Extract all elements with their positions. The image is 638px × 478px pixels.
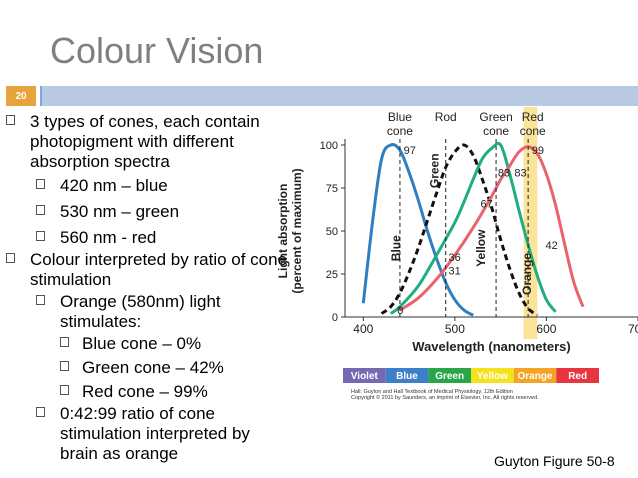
bullet-marker-icon	[60, 337, 70, 347]
spectrum-label: Violet	[351, 371, 379, 382]
spectrum-segment	[471, 368, 514, 383]
y-tick-label: 50	[326, 226, 338, 238]
spectrum-label: Red	[568, 371, 587, 382]
bullet-marker-icon	[36, 295, 46, 305]
bullet-item: 560 nm - red	[36, 228, 286, 248]
bullet-marker-icon	[36, 179, 46, 189]
data-value-label: 31	[448, 266, 460, 278]
x-axis-label: Wavelength (nanometers)	[412, 339, 570, 354]
y-axis-label-units: (percent of maximum)	[290, 168, 304, 293]
rotated-band-label: Green	[427, 153, 441, 188]
bullet-text: Colour interpreted by ratio of cone stim…	[30, 250, 288, 289]
y-tick-label: 0	[332, 312, 338, 324]
bullet-marker-icon	[36, 205, 46, 215]
data-value-label: 99	[532, 145, 544, 157]
series-curve-green-cone	[389, 141, 557, 315]
series-curve-blue-cone	[361, 143, 474, 317]
curve-title-label: Rod	[435, 110, 457, 124]
bullet-item: 3 types of cones, each contain photopigm…	[6, 112, 296, 172]
bullet-text: Red cone – 99%	[82, 382, 208, 401]
bullet-item: 0:42:99 ratio of cone stimulation interp…	[36, 404, 286, 464]
y-tick-label: 25	[326, 269, 338, 281]
slide-number: 20	[6, 86, 36, 106]
curve-title-label: cone	[520, 124, 546, 138]
credit-line: Copyright © 2011 by Saunders, an imprint…	[351, 394, 539, 400]
credit-line: Hall: Guyton and Hall Textbook of Medica…	[351, 389, 513, 395]
curve-title-label: Blue	[388, 110, 412, 124]
bullet-item: Green cone – 42%	[60, 358, 290, 378]
bullet-text: Blue cone – 0%	[82, 334, 202, 353]
bullet-marker-icon	[6, 253, 16, 263]
bullet-item: 530 nm – green	[36, 202, 286, 222]
bullet-marker-icon	[6, 115, 16, 125]
x-tick-label: 400	[353, 322, 373, 336]
x-tick-label: 600	[536, 322, 556, 336]
bullet-text: 420 nm – blue	[60, 176, 168, 195]
spectrum-label: Green	[435, 371, 464, 382]
rotated-band-label: Blue	[389, 235, 403, 261]
y-tick-label: 75	[326, 183, 338, 195]
orange-highlight-band	[523, 107, 538, 339]
absorption-chart: 0 25 50 75 100 400 500 600 700 Wavelength (nanome…	[276, 107, 638, 400]
y-axis-label: Light absorption	[276, 184, 290, 279]
bullet-marker-icon	[36, 407, 46, 417]
y-tick-label: 100	[320, 140, 338, 152]
bullet-item: Blue cone – 0%	[60, 334, 290, 354]
spectrum-label: Orange	[517, 371, 552, 382]
curve-title-label: cone	[387, 124, 413, 138]
rotated-band-label: Yellow	[474, 229, 488, 267]
bullet-text: Green cone – 42%	[82, 358, 224, 377]
data-value-label: 42	[546, 240, 558, 252]
spectrum-segment	[513, 368, 557, 383]
data-value-label: 83	[514, 168, 526, 180]
data-value-label: 83	[498, 168, 510, 180]
x-tick-label: 500	[445, 322, 465, 336]
spectrum-label: Yellow	[477, 371, 508, 382]
spectrum-segment	[343, 368, 386, 383]
spectrum-segment	[556, 368, 599, 383]
curve-title-label: Red	[522, 110, 544, 124]
x-tick-label: 700	[628, 322, 638, 336]
bullet-item: Orange (580nm) light stimulates:	[36, 292, 266, 332]
slide-title: Colour Vision	[50, 30, 264, 71]
bullet-item: Red cone – 99%	[60, 382, 290, 402]
bullet-marker-icon	[60, 361, 70, 371]
data-value-label: 97	[404, 145, 416, 157]
data-value-label: 36	[448, 252, 460, 264]
data-value-label: 67	[481, 198, 493, 210]
title-divider-bar	[40, 86, 638, 106]
curve-title-label: Green	[479, 110, 512, 124]
curve-title-label: cone	[483, 124, 509, 138]
bullet-marker-icon	[60, 385, 70, 395]
spectrum-segment	[428, 368, 471, 383]
bullet-text: 0:42:99 ratio of cone stimulation interp…	[60, 404, 250, 463]
data-value-label: 0	[397, 305, 403, 317]
bullet-marker-icon	[36, 231, 46, 241]
bullet-item: Colour interpreted by ratio of cone stim…	[6, 250, 296, 290]
spectrum-segment	[385, 368, 429, 383]
bullet-text: 3 types of cones, each contain photopigm…	[30, 112, 260, 171]
bullet-text: Orange (580nm) light stimulates:	[60, 292, 221, 331]
bullet-text: 530 nm – green	[60, 202, 180, 221]
rotated-band-label: Orange	[520, 253, 534, 295]
spectrum-label: Blue	[396, 371, 418, 382]
figure-reference: Guyton Figure 50-8	[494, 453, 615, 469]
bullet-text: 560 nm - red	[60, 228, 157, 247]
bullet-item: 420 nm – blue	[36, 176, 286, 196]
